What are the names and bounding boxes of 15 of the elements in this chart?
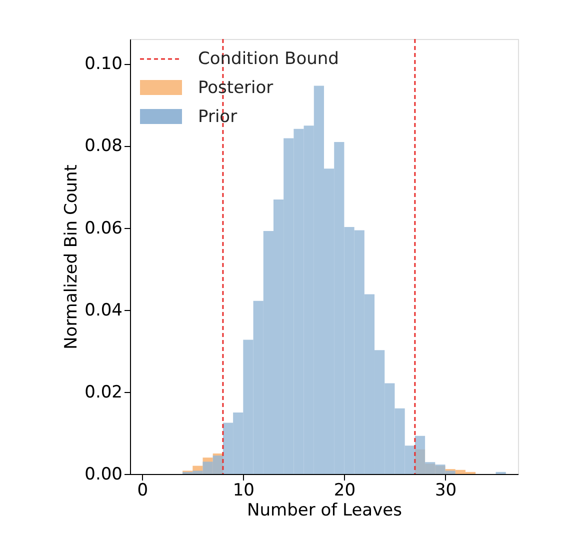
y-tick-label: 0.10: [84, 54, 122, 74]
y-tick-label: 0.08: [84, 136, 122, 156]
x-tick-label: 20: [334, 480, 356, 500]
legend-label: Posterior: [198, 78, 274, 98]
x-tick-label: 30: [434, 480, 457, 500]
x-tick-label: 10: [232, 480, 254, 500]
y-tick-label: 0.06: [84, 218, 122, 238]
x-tick-label: 0: [137, 480, 148, 500]
x-axis-title: Number of Leaves: [247, 500, 402, 520]
legend-label: Prior: [198, 107, 238, 127]
y-tick-label: 0.00: [84, 464, 122, 484]
y-tick-label: 0.02: [84, 382, 122, 402]
ref-line-label: Condition Bound: [198, 49, 339, 69]
y-axis-title: Normalized Bin Count: [62, 164, 82, 350]
y-tick-label: 0.04: [84, 300, 122, 320]
